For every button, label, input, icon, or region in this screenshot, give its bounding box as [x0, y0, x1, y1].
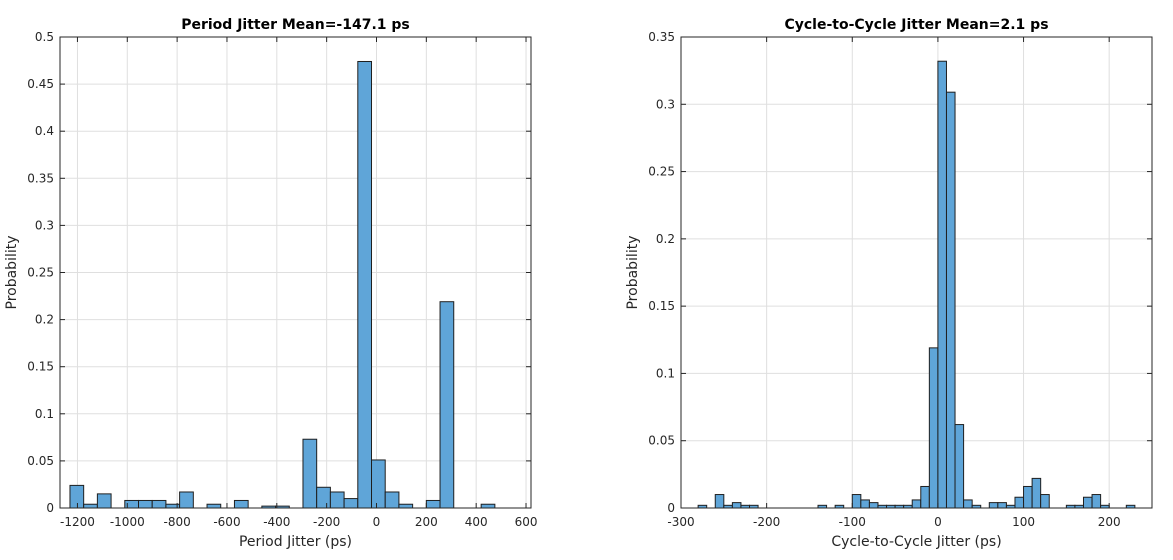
- period-jitter-panel: Period Jitter Mean=-147.1 ps Period Jitt…: [4, 17, 537, 550]
- histogram-bar: [151, 499, 167, 509]
- y-tick-label: 0.25: [27, 266, 54, 280]
- y-tick-label: 0.2: [656, 232, 675, 246]
- x-tick-label: 400: [465, 515, 488, 529]
- y-tick-label: 0.3: [35, 218, 54, 232]
- cycle-to-cycle-jitter-panel: Cycle-to-Cycle Jitter Mean=2.1 ps Cycle-…: [625, 17, 1153, 550]
- histogram-bar: [329, 491, 345, 509]
- histogram-bar: [1031, 477, 1042, 509]
- histogram-bar: [384, 491, 400, 509]
- histogram-bar: [1023, 485, 1033, 509]
- y-tick-label: 0: [46, 501, 54, 515]
- histogram-bar: [138, 499, 153, 509]
- histogram-bar: [1082, 496, 1093, 509]
- x-axis-label: Period Jitter (ps): [239, 534, 352, 550]
- histogram-bar: [920, 485, 930, 509]
- axes-box: [680, 36, 1153, 509]
- histogram-bar: [714, 494, 725, 509]
- histogram-bar: [1091, 494, 1102, 509]
- histogram-bar: [425, 499, 441, 509]
- histogram-bar: [96, 493, 112, 509]
- y-tick-label: 0.25: [648, 165, 675, 179]
- histogram-bar: [398, 503, 414, 509]
- histogram-bar: [860, 499, 870, 509]
- y-tick-label: 0.2: [35, 313, 54, 327]
- histogram-bar: [911, 499, 922, 509]
- x-tick-label: -200: [313, 515, 340, 529]
- histogram-bar: [997, 502, 1007, 509]
- histogram-bar: [206, 503, 222, 509]
- histogram-bar: [343, 498, 359, 509]
- x-tick-label: -100: [839, 515, 866, 529]
- x-tick-label: -800: [164, 515, 191, 529]
- y-tick-label: 0.3: [656, 97, 675, 111]
- x-tick-label: 0: [373, 515, 381, 529]
- x-tick-label: 100: [1012, 515, 1035, 529]
- x-tick-label: 200: [1098, 515, 1121, 529]
- x-axis-label: Cycle-to-Cycle Jitter (ps): [831, 534, 1001, 550]
- histogram-bar: [963, 499, 973, 509]
- bars: [69, 60, 496, 509]
- histogram-bar: [928, 347, 939, 509]
- x-tick-label: -400: [263, 515, 290, 529]
- chart-title: Cycle-to-Cycle Jitter Mean=2.1 ps: [784, 17, 1048, 33]
- y-axis-label: Probability: [4, 235, 20, 309]
- histogram-bar: [480, 503, 496, 509]
- histogram-bar: [851, 494, 862, 509]
- histogram-bar: [937, 60, 947, 509]
- x-tick-label: -1000: [110, 515, 145, 529]
- x-tick-label: 200: [415, 515, 438, 529]
- chart-title: Period Jitter Mean=-147.1 ps: [181, 17, 410, 33]
- grid: [60, 36, 531, 509]
- bars: [697, 60, 1136, 509]
- histogram-bar: [1014, 496, 1025, 509]
- y-tick-label: 0.05: [27, 454, 54, 468]
- y-tick-label: 0.4: [35, 124, 54, 138]
- ticks: -300 -200 -100 0 100 200 0 0.05 0.1 0.15 0.2 0.25 0.…: [648, 30, 1152, 529]
- histogram-bar: [316, 486, 331, 509]
- histogram-bar: [945, 91, 956, 509]
- x-tick-label: -300: [667, 515, 694, 529]
- y-tick-label: 0.45: [27, 77, 54, 91]
- y-axis-label: Probability: [625, 235, 641, 309]
- histogram-bar: [1040, 494, 1050, 509]
- histogram-bar: [233, 499, 249, 509]
- ticks: -1200 -1000 -800 -600 -400 -200 0 200 400 600 0 0.0…: [27, 30, 537, 529]
- y-tick-label: 0.1: [656, 366, 675, 380]
- histogram-bar: [302, 438, 318, 509]
- grid: [680, 36, 1152, 509]
- x-tick-label: 0: [934, 515, 942, 529]
- histogram-bar: [731, 502, 742, 509]
- y-tick-label: 0: [667, 501, 675, 515]
- histogram-bar: [83, 503, 98, 509]
- y-tick-label: 0.5: [35, 30, 54, 44]
- histogram-bar: [371, 459, 386, 509]
- histogram-bar: [954, 424, 965, 509]
- y-tick-label: 0.15: [648, 299, 675, 313]
- histogram-bar: [439, 301, 455, 509]
- y-tick-label: 0.35: [648, 30, 675, 44]
- y-tick-label: 0.1: [35, 407, 54, 421]
- x-tick-label: -600: [213, 515, 240, 529]
- histogram-bar: [69, 484, 85, 509]
- y-tick-label: 0.05: [648, 434, 675, 448]
- histogram-bar: [357, 60, 373, 509]
- x-tick-label: 600: [515, 515, 538, 529]
- x-tick-label: -1200: [60, 515, 95, 529]
- x-tick-label: -200: [753, 515, 780, 529]
- histogram-bar: [868, 502, 879, 509]
- histogram-bar: [988, 502, 999, 509]
- histogram-bar: [179, 491, 194, 509]
- y-tick-label: 0.35: [27, 171, 54, 185]
- y-tick-label: 0.15: [27, 360, 54, 374]
